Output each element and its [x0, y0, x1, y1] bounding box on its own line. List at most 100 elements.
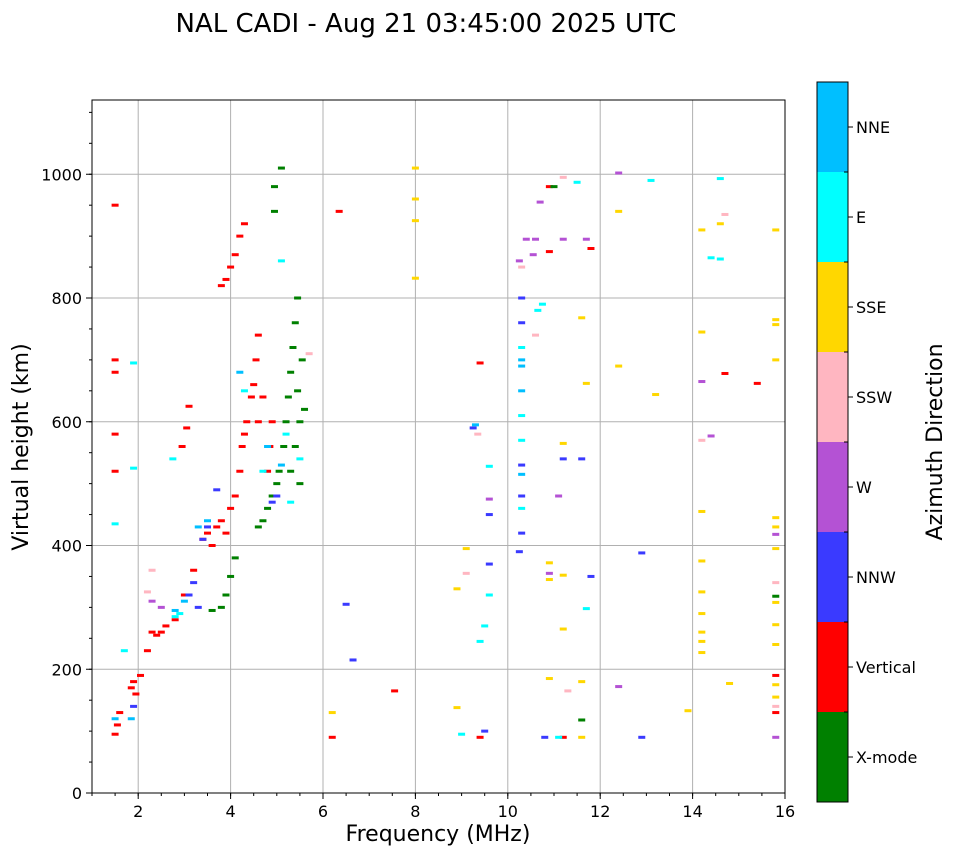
echo-mark-x-mode — [291, 445, 299, 448]
data-marks — [111, 166, 780, 739]
colorbar-segment — [817, 442, 848, 532]
echo-mark-nnw — [578, 457, 586, 461]
echo-mark-sse — [698, 509, 706, 513]
echo-mark-nnw — [485, 513, 493, 517]
colorbar-category-label: Vertical — [856, 658, 916, 677]
echo-mark-sse — [545, 578, 553, 582]
echo-mark-e — [287, 500, 295, 504]
x-axis-label: Frequency (MHz) — [346, 822, 531, 847]
echo-mark-sse — [698, 639, 706, 643]
echo-mark-sse — [698, 630, 706, 634]
colorbar-segment — [817, 82, 848, 172]
echo-mark-nne — [518, 358, 526, 362]
echo-mark-sse — [684, 709, 692, 713]
echo-mark-ssw — [698, 438, 706, 442]
echo-mark-w — [522, 237, 530, 241]
echo-mark-sse — [578, 316, 586, 320]
echo-mark-sse — [772, 547, 780, 551]
echo-mark-x-mode — [222, 593, 230, 597]
echo-mark-vertical — [204, 531, 211, 535]
echo-mark-e — [555, 735, 563, 739]
echo-mark-w — [698, 380, 706, 384]
echo-mark-nnw — [587, 574, 595, 578]
x-tick-label: 10 — [498, 802, 518, 821]
echo-mark-vertical — [545, 250, 553, 254]
y-tick-label: 0 — [72, 784, 82, 803]
echo-mark-vertical — [587, 247, 595, 250]
colorbar-segment — [817, 352, 848, 442]
echo-mark-nne — [236, 370, 244, 374]
echo-mark-x-mode — [294, 296, 302, 300]
x-tick-label: 6 — [318, 802, 328, 821]
echo-mark-sse — [582, 381, 590, 385]
echo-mark-sse — [328, 711, 336, 715]
colorbar-category-label: E — [856, 208, 866, 227]
echo-mark-w — [772, 735, 780, 739]
echo-mark-x-mode — [296, 482, 304, 486]
echo-mark-vertical — [240, 222, 248, 226]
x-tick-label: 4 — [226, 802, 236, 821]
echo-mark-nnw — [638, 551, 646, 555]
echo-mark-e — [240, 389, 248, 393]
echo-mark-e — [518, 438, 526, 442]
echo-mark-vertical — [545, 185, 553, 189]
echo-mark-nnw — [638, 735, 646, 739]
echo-mark-nne — [471, 423, 479, 427]
echo-mark-e — [111, 522, 119, 526]
echo-mark-sse — [772, 358, 780, 362]
echo-mark-e — [707, 256, 715, 260]
echo-mark-sse — [411, 219, 419, 223]
echo-mark-nne — [264, 445, 272, 448]
echo-mark-w — [157, 605, 165, 609]
echo-mark-nne — [518, 472, 526, 476]
echo-mark-nnw — [213, 488, 221, 492]
echo-mark-e — [176, 612, 184, 616]
colorbar: X-mode Vertical NNW W SSW SSE E NNE — [816, 81, 917, 803]
echo-mark-sse — [726, 681, 734, 685]
echo-mark-nnw — [185, 593, 193, 597]
echo-mark-nnw — [541, 735, 549, 739]
echo-mark-vertical — [213, 525, 221, 529]
echo-mark-vertical — [222, 531, 230, 535]
echo-mark-vertical — [208, 544, 216, 547]
echo-mark-vertical — [328, 735, 336, 739]
echo-mark-vertical — [335, 209, 343, 213]
echo-mark-nnw — [130, 704, 138, 708]
colorbar-label: Azimuth Direction — [923, 343, 948, 540]
echo-mark-ssw — [564, 689, 572, 693]
echo-mark-e — [518, 346, 526, 349]
echo-mark-e — [277, 259, 285, 263]
echo-mark-vertical — [162, 624, 170, 628]
echo-mark-vertical — [116, 711, 124, 715]
echo-mark-e — [534, 308, 542, 312]
echo-mark-e — [538, 302, 546, 306]
echo-mark-e — [518, 414, 526, 418]
colorbar-segment — [817, 712, 848, 802]
echo-mark-vertical — [111, 370, 119, 374]
echo-mark-sse — [716, 222, 724, 226]
echo-mark-sse — [453, 587, 461, 591]
echo-mark-vertical — [476, 361, 484, 365]
echo-mark-ssw — [772, 704, 780, 708]
echo-mark-sse — [453, 706, 461, 710]
echo-mark-x-mode — [208, 608, 216, 612]
colorbar-segment — [817, 172, 848, 262]
echo-mark-sse — [698, 651, 706, 655]
echo-mark-vertical — [231, 494, 239, 498]
echo-mark-nne — [111, 717, 119, 721]
echo-mark-vertical — [391, 689, 399, 693]
echo-mark-vertical — [217, 519, 225, 523]
echo-mark-vertical — [217, 284, 225, 288]
echo-mark-e — [481, 624, 489, 628]
echo-mark-sse — [545, 677, 553, 681]
echo-mark-x-mode — [275, 469, 283, 473]
echo-mark-vertical — [111, 732, 119, 736]
echo-mark-vertical — [111, 358, 119, 362]
echo-mark-nnw — [204, 525, 211, 529]
echo-mark-nne — [204, 519, 211, 523]
echo-mark-sse — [772, 600, 780, 604]
echo-mark-x-mode — [301, 407, 309, 411]
echo-mark-x-mode — [280, 445, 288, 448]
echo-mark-nne — [194, 525, 202, 529]
echo-mark-sse — [772, 318, 780, 322]
